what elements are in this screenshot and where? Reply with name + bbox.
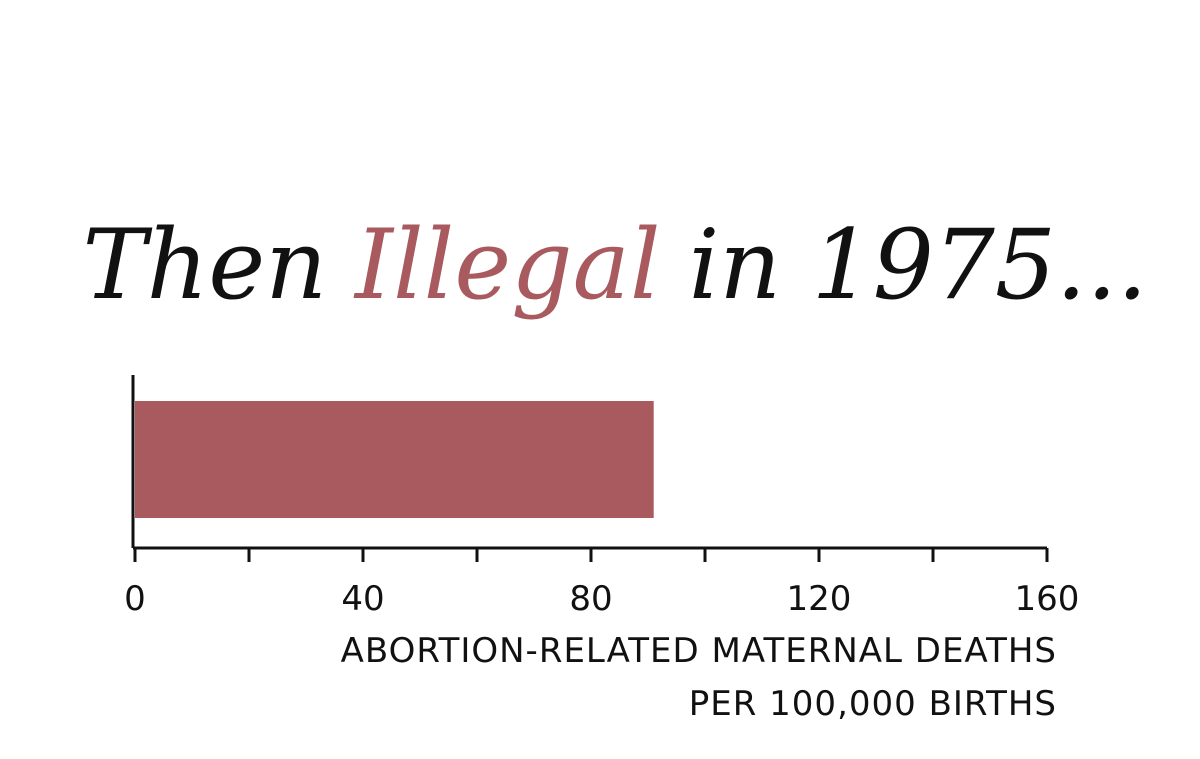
x-tick-label: 160 (1015, 579, 1080, 619)
title-part: Illegal (353, 209, 661, 321)
x-tick-label: 40 (341, 579, 384, 619)
x-tick-label: 80 (569, 579, 612, 619)
chart-title: Then Illegal in 1975... (83, 209, 1148, 321)
x-tick-label: 0 (124, 579, 146, 619)
x-axis-label: ABORTION-RELATED MATERNAL DEATHS (341, 631, 1057, 671)
x-axis-label: PER 100,000 BIRTHS (689, 684, 1057, 724)
x-tick-label: 120 (787, 579, 852, 619)
title-part: in 1975... (689, 209, 1148, 321)
title-part: Then (83, 209, 328, 321)
bar (135, 401, 654, 518)
